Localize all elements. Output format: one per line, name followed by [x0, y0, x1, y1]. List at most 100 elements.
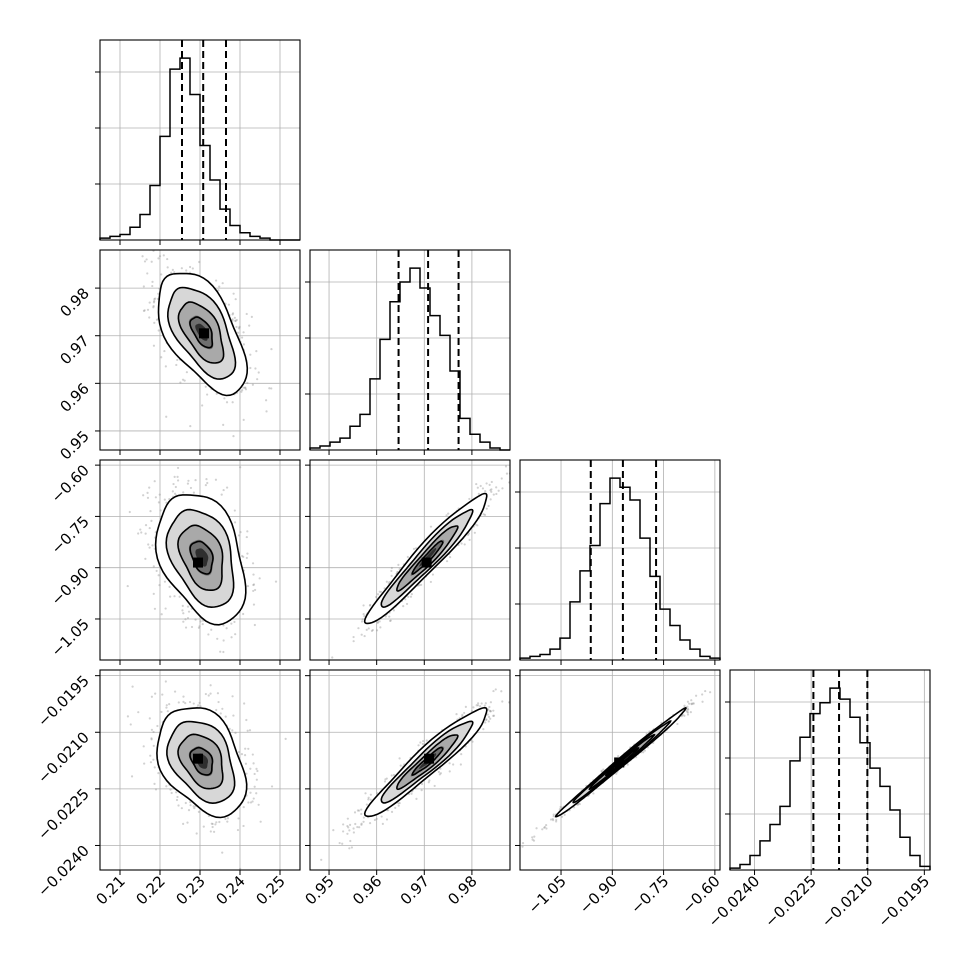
sample-point [169, 595, 172, 598]
sample-point [251, 800, 254, 803]
sample-point [510, 708, 512, 710]
sample-point [409, 595, 413, 598]
sample-point [492, 714, 495, 717]
scatter-panel-2-3 [519, 669, 721, 871]
sample-point [173, 271, 176, 274]
sample-point [183, 379, 186, 382]
sample-point [356, 809, 360, 812]
y-tick-label: −1.05 [48, 615, 93, 660]
sample-point [495, 486, 498, 489]
sample-point [246, 552, 249, 555]
histogram-step-line [729, 687, 931, 870]
sample-point [226, 820, 229, 823]
sample-point [146, 491, 149, 494]
sample-point [690, 703, 693, 706]
sample-point [234, 319, 237, 322]
sample-point [218, 285, 221, 288]
sample-point [468, 538, 471, 541]
sample-point [390, 569, 393, 573]
sample-point [243, 702, 246, 705]
sample-point [221, 707, 224, 710]
sample-point [155, 569, 158, 573]
sample-point [197, 626, 201, 629]
sample-point [231, 318, 234, 321]
x-tick-label: 0.21 [92, 872, 128, 908]
sample-point [244, 388, 248, 391]
sample-point [160, 356, 163, 359]
sample-point [152, 565, 155, 568]
sample-point [368, 604, 372, 607]
sample-point [242, 343, 245, 346]
sample-point [695, 694, 698, 697]
sample-point [701, 700, 704, 703]
density-contour [396, 525, 459, 592]
sample-point [495, 492, 498, 496]
sample-point [165, 415, 168, 418]
sample-point [501, 700, 504, 703]
sample-point [686, 705, 689, 708]
density-contour [363, 706, 488, 818]
sample-point [360, 620, 364, 623]
sample-point [479, 484, 482, 488]
sample-point [163, 349, 166, 353]
sample-point [686, 700, 690, 703]
sample-point [175, 791, 178, 794]
sample-point [388, 580, 391, 584]
sample-point [184, 626, 188, 629]
sample-point [375, 595, 378, 599]
sample-point [354, 822, 357, 826]
sample-point [692, 702, 695, 705]
sample-point [179, 381, 182, 384]
sample-point [352, 640, 355, 643]
x-tick-label: −0.90 [576, 872, 621, 917]
sample-point [140, 531, 143, 534]
sample-point [244, 762, 248, 765]
sample-point [265, 410, 268, 413]
sample-point [192, 805, 195, 808]
sample-point [467, 533, 470, 537]
scatter-panel-1-2 [309, 459, 513, 661]
sample-point [500, 690, 503, 693]
sample-point [177, 804, 180, 807]
sample-point [143, 762, 146, 765]
sample-point [190, 625, 194, 629]
sample-point [511, 467, 513, 469]
sample-point [148, 717, 151, 720]
sample-point [485, 718, 488, 721]
sample-point [483, 704, 486, 707]
sample-point [367, 798, 370, 801]
sample-point [375, 817, 378, 820]
sample-point [363, 614, 366, 618]
x-tick-label: 0.95 [302, 872, 338, 908]
sample-point [142, 285, 145, 288]
sample-point [182, 620, 185, 623]
sample-point [348, 829, 351, 832]
sample-point [600, 770, 603, 773]
sample-point [224, 817, 227, 821]
sample-point [246, 530, 249, 533]
y-tick-label: 0.97 [56, 332, 92, 368]
sample-point [505, 472, 509, 475]
sample-point [704, 689, 707, 693]
sample-point [168, 703, 171, 706]
sample-point [218, 820, 221, 824]
sample-point [592, 792, 595, 795]
sample-point [157, 501, 161, 504]
sample-point [163, 580, 167, 583]
sample-point [238, 326, 241, 329]
density-contour [189, 540, 214, 575]
sample-point [244, 386, 247, 389]
x-tick-label: 0.98 [444, 872, 480, 908]
sample-point [234, 731, 237, 734]
sample-point [223, 397, 226, 400]
sample-point [617, 755, 620, 758]
x-tick-label: 0.22 [132, 872, 168, 908]
sample-point [189, 801, 192, 804]
sample-point [489, 710, 492, 713]
sample-point [373, 818, 377, 822]
sample-point [701, 693, 704, 696]
sample-point [265, 399, 268, 402]
sample-point [151, 284, 154, 288]
sample-point [545, 823, 548, 827]
sample-point [397, 804, 400, 807]
